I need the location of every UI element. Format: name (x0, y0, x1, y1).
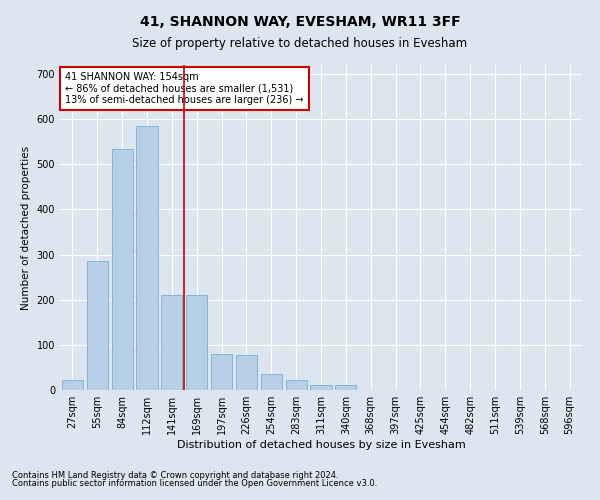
Bar (286, 380, 307, 390)
Text: Contains HM Land Registry data © Crown copyright and database right 2024.: Contains HM Land Registry data © Crown c… (12, 471, 338, 480)
Text: 41, SHANNON WAY, EVESHAM, WR11 3FF: 41, SHANNON WAY, EVESHAM, WR11 3FF (140, 15, 460, 29)
Bar (186, 295, 207, 390)
Bar (211, 354, 232, 390)
Text: Size of property relative to detached houses in Evesham: Size of property relative to detached ho… (133, 38, 467, 51)
Y-axis label: Number of detached properties: Number of detached properties (21, 146, 31, 310)
X-axis label: Distribution of detached houses by size in Evesham: Distribution of detached houses by size … (176, 440, 466, 450)
Bar (236, 355, 257, 390)
Bar (136, 126, 158, 390)
Bar (62, 380, 83, 390)
Bar (112, 148, 133, 390)
Bar (87, 262, 108, 390)
Bar (261, 374, 282, 390)
Bar (310, 386, 332, 390)
Bar (335, 386, 356, 390)
Bar (161, 295, 182, 390)
Text: Contains public sector information licensed under the Open Government Licence v3: Contains public sector information licen… (12, 478, 377, 488)
Text: 41 SHANNON WAY: 154sqm
← 86% of detached houses are smaller (1,531)
13% of semi-: 41 SHANNON WAY: 154sqm ← 86% of detached… (65, 72, 304, 104)
